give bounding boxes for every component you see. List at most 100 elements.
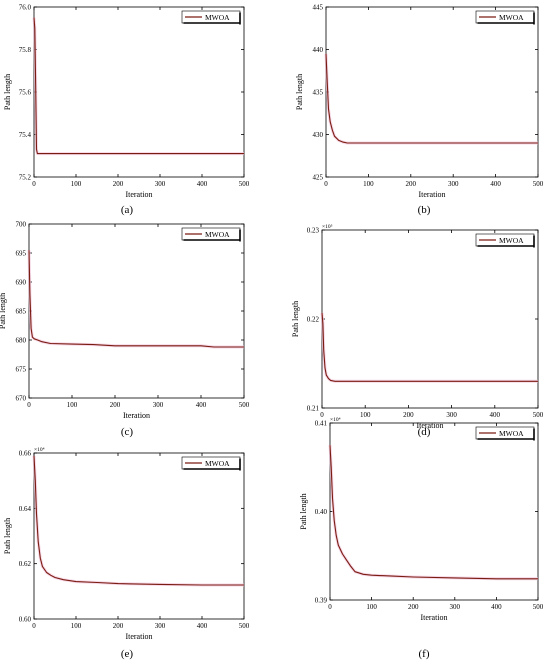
x-tick-label: 200 (406, 180, 417, 188)
x-tick-label: 100 (360, 411, 371, 419)
series-line-mwoa (321, 312, 538, 382)
y-tick-label: 0.21 (307, 405, 320, 413)
chart-panel-4: 0 100 200 300 400 500 0.21 0.22 0.23 ×10⁵ Iteratio… (291, 224, 544, 438)
x-tick-label: 200 (113, 180, 124, 188)
legend-label: MWOA (205, 459, 230, 468)
x-tick-label: 100 (71, 180, 82, 188)
x-tick-label: 500 (239, 180, 250, 188)
x-tick-label: 400 (197, 622, 208, 630)
x-axis-label: Iteration (123, 411, 150, 420)
y-tick-label: 685 (16, 308, 27, 316)
y-tick-label: 75.4 (19, 131, 32, 139)
y-tick-label: 0.60 (19, 616, 32, 624)
x-tick-label: 400 (490, 180, 501, 188)
x-tick-label: 100 (71, 622, 82, 630)
x-tick-label: 300 (446, 411, 457, 419)
panel-caption: (b) (418, 204, 431, 216)
y-tick-label: 75.2 (19, 174, 32, 182)
legend-label: MWOA (499, 429, 524, 438)
legend-label: MWOA (205, 13, 230, 22)
y-axis-label: Path length (295, 74, 304, 110)
y-tick-label: 76.0 (19, 4, 32, 12)
y-tick-label: 680 (16, 337, 27, 345)
y-tick-label: 0.64 (19, 505, 32, 513)
x-tick-label: 100 (366, 603, 377, 611)
y-axis-label: Path length (299, 493, 308, 529)
y-tick-label: 695 (16, 250, 27, 258)
plot-frame (325, 6, 539, 178)
legend-label: MWOA (499, 236, 524, 245)
y-tick-label: 425 (313, 174, 324, 182)
series-line-mwoa (329, 445, 538, 580)
panel-caption: (c) (121, 426, 134, 438)
chart-panel-2: 0 100 200 300 400 500 425 430 435 440 445 Iteration… (295, 4, 544, 217)
x-tick-label: 500 (533, 603, 544, 611)
y-axis-label: Path length (0, 293, 7, 329)
x-tick-label: 400 (196, 401, 207, 409)
y-tick-label: 0.41 (315, 420, 328, 428)
panel-caption: (d) (418, 426, 431, 438)
x-tick-label: 400 (197, 180, 208, 188)
legend-label: MWOA (205, 230, 230, 239)
x-axis-label: Iteration (125, 190, 152, 199)
series-line-mwoa (325, 53, 538, 144)
y-axis-label: Path length (291, 301, 300, 337)
y-axis-label: Path length (3, 74, 12, 110)
x-tick-label: 0 (320, 411, 324, 419)
y-tick-label: 440 (313, 46, 324, 54)
x-tick-label: 300 (450, 603, 461, 611)
x-tick-label: 0 (32, 180, 36, 188)
y-tick-label: 75.8 (19, 46, 32, 54)
x-tick-label: 0 (27, 401, 31, 409)
x-axis-label: Iteration (125, 632, 152, 641)
chart-panel-6: 0 100 200 300 400 500 0.39 0.40 0.41 ×10⁴ Iteratio… (299, 417, 544, 660)
x-tick-label: 500 (239, 401, 250, 409)
x-tick-label: 0 (328, 603, 332, 611)
x-tick-label: 400 (491, 603, 502, 611)
series-band (324, 53, 538, 145)
y-tick-label: 0.66 (19, 450, 32, 458)
series-line-mwoa (33, 455, 244, 586)
x-tick-label: 500 (533, 180, 544, 188)
panel-caption: (a) (121, 204, 134, 216)
plot-frame (28, 223, 245, 399)
axis-multiplier: ×10⁵ (322, 224, 333, 230)
series-band (328, 445, 538, 581)
y-tick-label: 670 (16, 395, 27, 403)
y-tick-label: 75.6 (19, 89, 32, 97)
x-tick-label: 300 (155, 180, 166, 188)
y-tick-label: 435 (313, 89, 324, 97)
series-line-mwoa (33, 17, 244, 155)
panel-caption: (e) (121, 648, 134, 660)
y-tick-label: 0.23 (307, 227, 320, 235)
x-tick-label: 100 (67, 401, 78, 409)
y-tick-label: 0.39 (315, 597, 328, 605)
chart-panel-1: 0 100 200 300 400 500 75.2 75.4 75.6 75.8 76.0 Iter… (3, 4, 250, 217)
x-tick-label: 200 (403, 411, 414, 419)
y-tick-label: 445 (313, 4, 324, 12)
series-band (320, 312, 538, 383)
plot-frame (33, 6, 245, 178)
y-tick-label: 0.62 (19, 560, 32, 568)
y-tick-label: 430 (313, 131, 324, 139)
y-tick-label: 675 (16, 366, 27, 374)
x-tick-label: 200 (110, 401, 121, 409)
x-tick-label: 300 (448, 180, 459, 188)
series-band (32, 17, 244, 156)
series-band (27, 250, 244, 349)
series-band (32, 455, 244, 587)
x-tick-label: 300 (155, 622, 166, 630)
axis-multiplier: ×10⁴ (34, 447, 45, 453)
panel-caption: (f) (419, 648, 430, 660)
x-tick-label: 0 (32, 622, 36, 630)
x-tick-label: 500 (533, 411, 544, 419)
legend-label: MWOA (499, 13, 524, 22)
x-tick-label: 200 (408, 603, 419, 611)
x-tick-label: 500 (239, 622, 250, 630)
axis-multiplier: ×10⁴ (330, 417, 341, 423)
x-tick-label: 300 (153, 401, 164, 409)
series-line-mwoa (28, 250, 244, 348)
x-axis-label: Iteration (420, 613, 447, 622)
